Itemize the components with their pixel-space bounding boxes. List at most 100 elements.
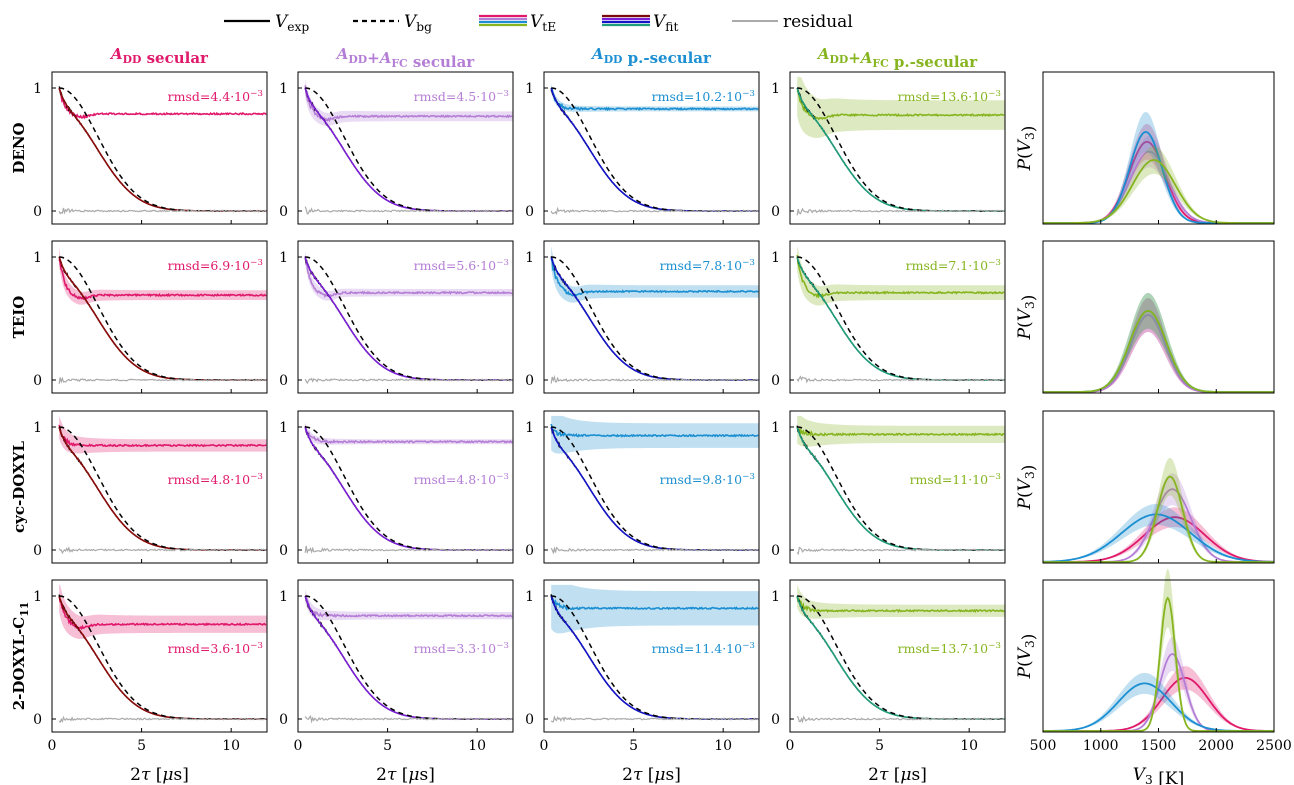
legend-label: Vexp (275, 12, 309, 34)
x-tick-label: 0 (786, 738, 795, 754)
axes-frame (789, 579, 1006, 733)
legend-label: Vbg (404, 12, 432, 34)
x-tick-label: 500 (1030, 738, 1057, 754)
bg-line (551, 87, 759, 212)
x-axis-label: 2τ [μs] (868, 765, 927, 785)
rmsd-label: rmsd=10.2·10−3 (652, 89, 755, 104)
tE-band (551, 245, 759, 303)
tE-line (58, 595, 267, 631)
legend-item-residual: residual (732, 12, 853, 32)
residual-line (550, 374, 759, 384)
y-tick-label: 1 (771, 250, 780, 266)
panel-cyc-doxyl-1: 0 1 rmsd=4.8·10−3 (279, 410, 514, 564)
exp-line (58, 594, 267, 720)
y-tick-label: 1 (33, 250, 42, 266)
dist-band (1043, 112, 1274, 223)
exp-line (58, 86, 267, 212)
column-title: ADD+AFC secular (335, 45, 476, 71)
tE-line (796, 597, 1005, 614)
residual-line (58, 546, 267, 555)
dist-line (1043, 475, 1274, 563)
tE-band (59, 247, 267, 305)
rmsd-label: rmsd=5.6·10−3 (414, 258, 509, 273)
rmsd-label: rmsd=4.8·10−3 (414, 472, 509, 487)
x-tick-label: 2500 (1256, 738, 1292, 754)
rmsd-label: rmsd=13.6·10−3 (898, 89, 1001, 104)
panel-teio-2: 0 1 rmsd=7.8·10−3 (525, 240, 760, 394)
exp-line (304, 87, 513, 212)
tE-line (304, 595, 513, 618)
panel-teio-0: 0 1 rmsd=6.9·10−3 (33, 240, 268, 394)
dist-line (1042, 513, 1275, 563)
dist-panel-2-doxyl-c: 500 1000 1500 2000 2500 P(V3) V3 [K] (1015, 568, 1292, 785)
dist-band (1043, 666, 1274, 731)
panel-cyc-doxyl-0: 0 1 rmsd=4.8·10−3 (33, 410, 268, 564)
row-label: cyc-DOXYL (10, 441, 28, 533)
residual-line (796, 375, 1005, 384)
tE-band (797, 415, 1005, 447)
rmsd-label: rmsd=11·10−3 (910, 472, 1001, 487)
dist-band (1043, 298, 1274, 392)
x-tick-label: 2000 (1198, 738, 1234, 754)
y-tick-label: 0 (279, 712, 288, 728)
fit-line (304, 426, 513, 551)
panel-deno-0: 0 1 rmsd=4.4·10−3 ADD secular (33, 45, 268, 225)
x-tick-label: 5 (629, 738, 638, 754)
residual-line (796, 715, 1005, 724)
bg-line (551, 256, 759, 381)
y-tick-label: 1 (525, 81, 534, 97)
fit-line (304, 256, 513, 381)
y-axis-label: P(V3) (1015, 126, 1039, 172)
dist-band (1043, 123, 1274, 223)
y-tick-label: 1 (771, 81, 780, 97)
dist-band (1043, 473, 1274, 562)
x-tick-label: 0 (294, 738, 303, 754)
x-axis-label: 2τ [μs] (376, 765, 435, 785)
x-axis-label: 2τ [μs] (130, 765, 189, 785)
y-tick-label: 1 (33, 420, 42, 436)
panels: 0 1 rmsd=4.4·10−3 ADD secular 0 1 rmsd=4.5·10−… (10, 45, 1292, 785)
residual-line (304, 377, 514, 385)
rmsd-label: rmsd=7.8·10−3 (660, 258, 755, 273)
y-tick-label: 1 (33, 81, 42, 97)
dist-band (1043, 146, 1274, 223)
panel-deno-3: 0 1 rmsd=13.6·10−3 ADD+AFC p.-secular (771, 45, 1006, 225)
tE-line (796, 426, 1005, 437)
dist-band (1043, 503, 1274, 562)
residual-line (550, 206, 759, 216)
x-tick-label: 5 (383, 738, 392, 754)
y-tick-label: 1 (279, 420, 288, 436)
y-tick-label: 0 (525, 204, 534, 220)
tE-line (796, 255, 1005, 299)
axes-frame (51, 410, 268, 564)
y-axis-label: P(V3) (1015, 295, 1039, 341)
y-tick-label: 1 (279, 250, 288, 266)
fit-line (550, 256, 759, 381)
x-tick-label: 0 (48, 738, 57, 754)
x-tick-label: 1000 (1083, 738, 1119, 754)
dist-panel-cyc-doxyl: P(V3) (1015, 410, 1275, 564)
y-tick-label: 0 (33, 543, 42, 559)
x-tick-label: 10 (468, 738, 486, 754)
tE-line (796, 90, 1005, 121)
bg-line (305, 426, 513, 551)
axes-frame (51, 240, 268, 394)
residual-line (58, 715, 267, 724)
legend-label: Vfit (653, 12, 678, 34)
x-tick-label: 10 (960, 738, 978, 754)
fit-line (58, 595, 267, 720)
rmsd-label: rmsd=3.6·10−3 (168, 641, 263, 656)
y-tick-label: 1 (771, 589, 780, 605)
dist-line (1043, 309, 1274, 393)
tE-line (304, 255, 513, 298)
tE-line (58, 424, 267, 448)
axes-frame (543, 240, 760, 394)
y-tick-label: 0 (33, 373, 42, 389)
axes-frame (543, 71, 760, 225)
axes-frame (543, 410, 760, 564)
x-axis-label: V3 [K] (1133, 765, 1184, 785)
rmsd-label: rmsd=9.8·10−3 (660, 472, 755, 487)
fit-line (58, 87, 267, 212)
